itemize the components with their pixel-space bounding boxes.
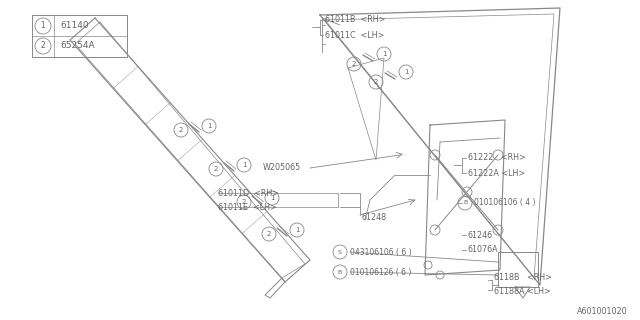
Text: 65254A: 65254A [60,42,95,51]
Text: A601001020: A601001020 [577,308,628,316]
Text: 61011E  <LH>: 61011E <LH> [218,203,276,212]
Text: 61011D  <RH>: 61011D <RH> [218,188,279,197]
Text: 61188A <LH>: 61188A <LH> [494,287,551,297]
Text: 61140: 61140 [60,21,88,30]
Text: 61246: 61246 [468,230,493,239]
Text: 1: 1 [269,195,275,201]
Text: 2: 2 [374,79,378,85]
Text: 1: 1 [404,69,408,75]
Text: 1: 1 [295,227,300,233]
Text: 010106126 ( 6 ): 010106126 ( 6 ) [350,268,412,276]
Text: 010106106 ( 4 ): 010106106 ( 4 ) [474,198,536,207]
Text: 61222A <LH>: 61222A <LH> [468,169,525,178]
Text: B: B [338,269,342,275]
Bar [32,15,127,57]
Text: 043106106 ( 6 ): 043106106 ( 6 ) [350,247,412,257]
Text: 61222   <RH>: 61222 <RH> [468,154,525,163]
Text: 6118B   <RH>: 6118B <RH> [494,274,552,283]
Text: 1: 1 [381,51,387,57]
Text: 61076A: 61076A [468,245,499,254]
Text: S: S [338,250,342,254]
Text: W205065: W205065 [263,164,301,172]
Bar [498,252,538,287]
Text: 61011C  <LH>: 61011C <LH> [325,30,385,39]
Text: 2: 2 [242,199,246,205]
Text: 61248: 61248 [362,212,387,221]
Text: 1: 1 [40,21,45,30]
Text: 2: 2 [40,42,45,51]
Text: 1: 1 [242,162,246,168]
Text: 1: 1 [207,123,211,129]
Text: 2: 2 [352,61,356,67]
Text: 61011B  <RH>: 61011B <RH> [325,15,385,25]
Text: 2: 2 [267,231,271,237]
Text: 2: 2 [179,127,183,133]
Text: B: B [463,201,467,205]
Text: 2: 2 [214,166,218,172]
